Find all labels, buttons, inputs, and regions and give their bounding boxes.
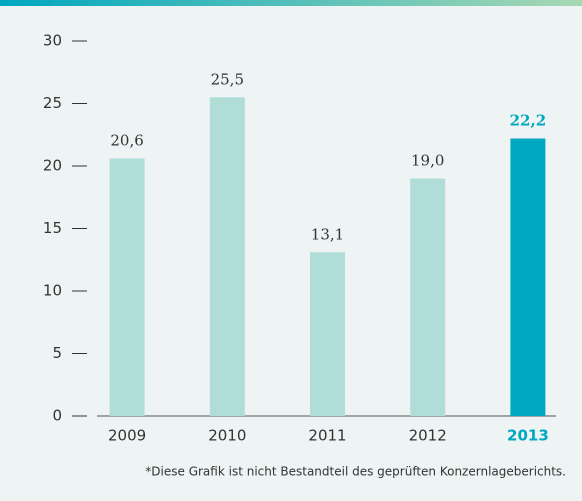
value-label: 19,0 xyxy=(411,152,444,170)
bar xyxy=(109,158,145,416)
x-tick-label: 2011 xyxy=(308,427,346,445)
bar xyxy=(310,252,345,416)
bar xyxy=(410,178,446,416)
top-strip xyxy=(0,0,582,6)
footnote: *Diese Grafik ist nicht Bestandteil des … xyxy=(145,465,566,479)
bar xyxy=(209,97,245,416)
value-label: 25,5 xyxy=(211,70,244,88)
y-tick-label: 25 xyxy=(43,94,62,112)
bar xyxy=(510,138,546,416)
value-label: 20,6 xyxy=(110,132,143,150)
x-tick-label: 2010 xyxy=(208,427,246,445)
value-label: 22,2 xyxy=(510,112,547,130)
x-tick-label: 2012 xyxy=(409,427,447,445)
y-tick-label: 15 xyxy=(43,219,62,237)
y-tick-label: 5 xyxy=(52,344,62,362)
value-label: 13,1 xyxy=(311,225,344,243)
y-tick-label: 20 xyxy=(43,157,62,175)
y-tick-label: 0 xyxy=(52,407,62,425)
y-tick-label: 10 xyxy=(43,282,62,300)
y-tick-label: 30 xyxy=(43,32,62,50)
x-tick-label: 2013 xyxy=(507,427,549,445)
x-tick-label: 2009 xyxy=(108,427,146,445)
